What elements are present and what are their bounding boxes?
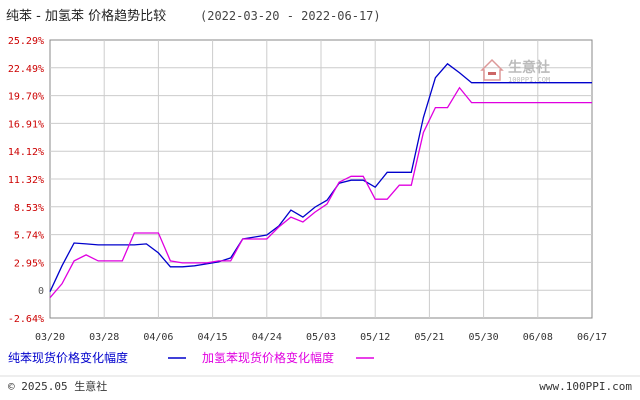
y-tick-label: -2.64% bbox=[8, 314, 44, 325]
legend: 纯苯现货价格变化幅度 加氢苯现货价格变化幅度 bbox=[8, 350, 374, 365]
series-line-2 bbox=[49, 86, 592, 299]
y-tick-label: 14.12% bbox=[8, 147, 44, 158]
x-tick-label: 04/06 bbox=[143, 332, 173, 343]
series-lines bbox=[49, 62, 592, 299]
house-logo-icon bbox=[480, 58, 504, 81]
grid-lines bbox=[50, 40, 592, 318]
series-line-1 bbox=[49, 62, 592, 292]
y-tick-label: 11.32% bbox=[8, 175, 44, 186]
y-tick-label: 16.91% bbox=[8, 119, 44, 130]
legend-label-series-1: 纯苯现货价格变化幅度 bbox=[8, 350, 128, 365]
x-tick-label: 06/08 bbox=[523, 332, 553, 343]
watermark-logo: 生意社 100PPI.COM bbox=[480, 58, 550, 84]
x-tick-label: 05/30 bbox=[469, 332, 499, 343]
watermark-site: 100PPI.COM bbox=[508, 76, 550, 84]
y-tick-label: 19.70% bbox=[8, 92, 44, 103]
chart-date-range: (2022-03-20 - 2022-06-17) bbox=[200, 9, 381, 23]
y-tick-label: 0 bbox=[38, 286, 44, 297]
y-tick-label: 5.74% bbox=[14, 231, 44, 242]
x-tick-label: 03/28 bbox=[89, 332, 119, 343]
x-tick-label: 05/12 bbox=[360, 332, 390, 343]
house-logo-stripe bbox=[488, 72, 496, 75]
x-axis-ticks: 03/20 03/28 04/06 04/15 04/24 05/03 05/12 05/21… bbox=[35, 332, 607, 343]
y-axis-ticks: 25.29% 22.49% 19.70% 16.91% 14.12% 11.32% 8.53… bbox=[8, 36, 44, 325]
chart-title: 纯苯 - 加氢苯 价格趋势比较 bbox=[6, 8, 166, 24]
footer-copyright: © 2025.05 生意社 bbox=[8, 379, 107, 393]
x-tick-label: 04/15 bbox=[198, 332, 228, 343]
y-tick-label: 8.53% bbox=[14, 203, 44, 214]
y-tick-label: 25.29% bbox=[8, 36, 44, 47]
footer-website-link[interactable]: www.100PPI.com bbox=[539, 380, 632, 393]
x-tick-label: 04/24 bbox=[252, 332, 282, 343]
y-tick-label: 2.95% bbox=[14, 258, 44, 269]
watermark-brand: 生意社 bbox=[508, 59, 550, 76]
x-tick-label: 06/17 bbox=[577, 332, 607, 343]
x-tick-label: 03/20 bbox=[35, 332, 65, 343]
x-tick-label: 05/21 bbox=[414, 332, 444, 343]
y-tick-label: 22.49% bbox=[8, 64, 44, 75]
x-tick-label: 05/03 bbox=[306, 332, 336, 343]
legend-label-series-2: 加氢苯现货价格变化幅度 bbox=[202, 350, 334, 365]
